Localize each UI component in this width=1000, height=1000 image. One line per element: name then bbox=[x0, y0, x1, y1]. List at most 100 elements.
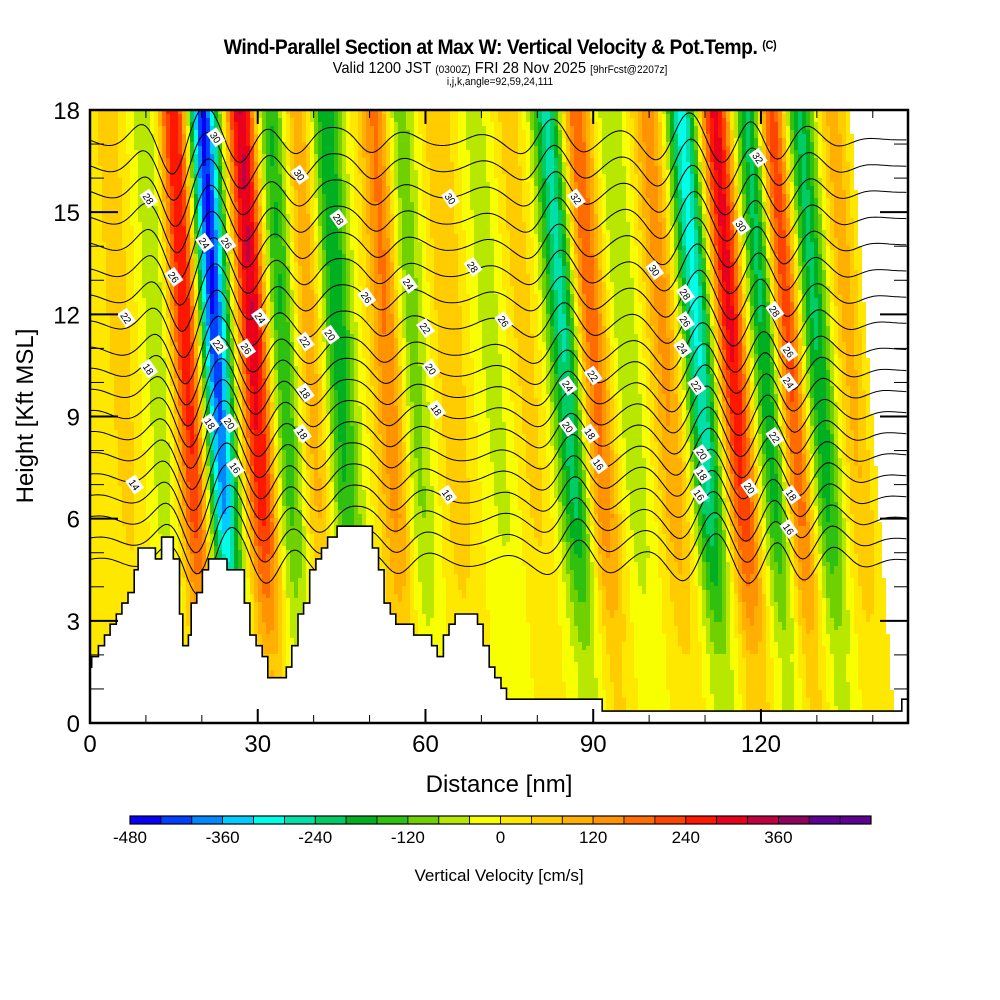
velocity-cell bbox=[218, 206, 222, 210]
velocity-cell bbox=[342, 182, 346, 186]
velocity-cell bbox=[342, 110, 346, 114]
velocity-cell bbox=[366, 178, 370, 182]
velocity-cell bbox=[750, 122, 754, 126]
velocity-cell bbox=[286, 174, 290, 178]
velocity-cell bbox=[266, 126, 270, 130]
velocity-cell bbox=[430, 214, 454, 218]
velocity-cell bbox=[426, 126, 450, 130]
velocity-cell bbox=[734, 158, 738, 162]
velocity-cell bbox=[722, 154, 726, 158]
velocity-cell bbox=[522, 170, 526, 174]
velocity-cell bbox=[394, 202, 398, 206]
velocity-cell bbox=[314, 142, 318, 146]
velocity-cell bbox=[690, 174, 694, 178]
velocity-cell bbox=[522, 214, 530, 218]
velocity-cell bbox=[450, 150, 458, 154]
velocity-cell bbox=[286, 250, 290, 254]
velocity-cell bbox=[774, 114, 778, 118]
velocity-cell bbox=[794, 194, 798, 198]
velocity-cell bbox=[214, 110, 218, 114]
velocity-cell bbox=[158, 254, 162, 258]
velocity-cell bbox=[674, 226, 678, 230]
velocity-cell bbox=[230, 210, 234, 214]
velocity-cell bbox=[226, 166, 230, 170]
velocity-cell bbox=[134, 242, 142, 246]
velocity-cell bbox=[602, 254, 606, 258]
velocity-cell bbox=[586, 134, 590, 138]
velocity-cell bbox=[546, 226, 550, 230]
velocity-cell bbox=[822, 158, 826, 162]
velocity-cell bbox=[802, 118, 806, 122]
velocity-cell bbox=[190, 138, 194, 142]
velocity-cell bbox=[782, 210, 786, 214]
velocity-cell bbox=[274, 226, 278, 230]
velocity-cell bbox=[266, 210, 270, 214]
velocity-cell bbox=[326, 250, 342, 254]
velocity-cell bbox=[546, 142, 550, 146]
velocity-cell bbox=[166, 202, 170, 206]
velocity-cell bbox=[538, 250, 542, 254]
velocity-cell bbox=[842, 154, 846, 158]
velocity-cell bbox=[402, 202, 414, 206]
velocity-cell bbox=[362, 142, 366, 146]
velocity-cell bbox=[706, 210, 710, 214]
velocity-cell bbox=[838, 238, 846, 242]
velocity-cell bbox=[322, 166, 334, 170]
velocity-cell bbox=[538, 170, 542, 174]
velocity-cell bbox=[798, 146, 806, 150]
velocity-cell bbox=[854, 222, 858, 226]
velocity-cell bbox=[90, 182, 102, 186]
velocity-cell bbox=[766, 178, 770, 182]
velocity-cell bbox=[710, 130, 714, 134]
velocity-cell bbox=[138, 154, 154, 158]
velocity-cell bbox=[414, 122, 418, 126]
velocity-cell bbox=[590, 206, 594, 210]
velocity-cell bbox=[822, 130, 830, 134]
velocity-cell bbox=[242, 238, 246, 242]
velocity-cell bbox=[390, 166, 394, 170]
velocity-cell bbox=[734, 190, 738, 194]
velocity-cell bbox=[218, 210, 222, 214]
velocity-cell bbox=[294, 218, 298, 222]
velocity-cell bbox=[398, 190, 410, 194]
velocity-cell bbox=[298, 214, 310, 218]
velocity-cell bbox=[498, 214, 506, 218]
velocity-cell bbox=[454, 226, 462, 230]
velocity-cell bbox=[798, 206, 802, 210]
velocity-cell bbox=[758, 246, 762, 250]
velocity-cell bbox=[342, 114, 346, 118]
velocity-cell bbox=[342, 122, 346, 126]
velocity-cell bbox=[462, 210, 474, 214]
velocity-cell bbox=[122, 210, 130, 214]
velocity-cell bbox=[530, 222, 534, 226]
velocity-cell bbox=[246, 130, 250, 134]
velocity-cell bbox=[746, 254, 750, 258]
velocity-cell bbox=[562, 194, 566, 198]
velocity-cell bbox=[226, 250, 230, 254]
velocity-cell bbox=[366, 142, 374, 146]
velocity-cell bbox=[166, 146, 170, 150]
velocity-cell bbox=[578, 238, 582, 242]
velocity-cell bbox=[754, 230, 758, 234]
velocity-cell bbox=[534, 110, 538, 114]
velocity-cell bbox=[270, 146, 274, 150]
velocity-cell bbox=[202, 162, 206, 166]
velocity-cell bbox=[306, 182, 310, 186]
velocity-cell bbox=[778, 154, 782, 158]
velocity-cell bbox=[754, 146, 758, 150]
velocity-cell bbox=[218, 150, 222, 154]
velocity-cell bbox=[162, 218, 166, 222]
velocity-cell bbox=[642, 182, 646, 186]
velocity-cell bbox=[386, 186, 390, 190]
velocity-cell bbox=[458, 122, 466, 126]
velocity-cell bbox=[810, 174, 814, 178]
velocity-cell bbox=[698, 222, 702, 226]
velocity-cell bbox=[758, 190, 762, 194]
velocity-cell bbox=[730, 210, 734, 214]
velocity-cell bbox=[806, 186, 814, 190]
velocity-cell bbox=[262, 122, 266, 126]
velocity-cell bbox=[722, 158, 726, 162]
velocity-cell bbox=[706, 206, 710, 210]
velocity-cell bbox=[346, 146, 354, 150]
velocity-cell bbox=[398, 134, 410, 138]
